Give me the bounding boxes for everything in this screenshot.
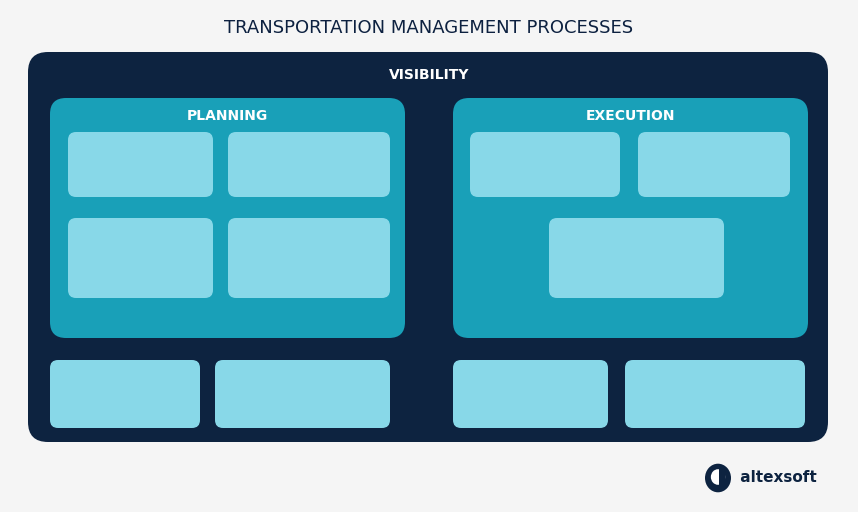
Text: EXECUTION: EXECUTION: [586, 109, 675, 123]
FancyBboxPatch shape: [549, 218, 724, 298]
FancyBboxPatch shape: [453, 360, 608, 428]
Text: Shipment rate
management: Shipment rate management: [93, 244, 188, 272]
Text: Connectivity
portals: Connectivity portals: [83, 380, 166, 408]
Text: TRANSPORTATION MANAGEMENT PROCESSES: TRANSPORTATION MANAGEMENT PROCESSES: [225, 19, 633, 37]
FancyBboxPatch shape: [638, 132, 790, 197]
FancyBboxPatch shape: [68, 218, 213, 298]
FancyBboxPatch shape: [50, 98, 405, 338]
FancyBboxPatch shape: [470, 132, 620, 197]
Text: altexsoft: altexsoft: [735, 471, 817, 485]
Text: PLANNING: PLANNING: [187, 109, 268, 123]
Text: VISIBILITY: VISIBILITY: [389, 68, 469, 82]
Text: Fleet management: Fleet management: [481, 158, 608, 171]
Ellipse shape: [705, 464, 731, 493]
Text: Load planning: Load planning: [262, 251, 356, 265]
FancyBboxPatch shape: [68, 132, 213, 197]
Ellipse shape: [710, 469, 725, 485]
Text: Route analysis: Route analysis: [254, 388, 351, 400]
Text: Tendering: Tendering: [276, 158, 341, 171]
Text: Document management
and settlement: Document management and settlement: [555, 244, 718, 272]
FancyBboxPatch shape: [50, 360, 200, 428]
FancyBboxPatch shape: [28, 52, 828, 442]
FancyBboxPatch shape: [228, 218, 390, 298]
FancyBboxPatch shape: [719, 466, 725, 489]
FancyBboxPatch shape: [228, 132, 390, 197]
FancyBboxPatch shape: [215, 360, 390, 428]
Text: Dock scheduling: Dock scheduling: [659, 158, 769, 171]
Text: Business
intelligence: Business intelligence: [676, 380, 754, 408]
Text: Tracking: Tracking: [503, 388, 559, 400]
FancyBboxPatch shape: [625, 360, 805, 428]
Text: Order management: Order management: [75, 158, 206, 171]
FancyBboxPatch shape: [453, 98, 808, 338]
